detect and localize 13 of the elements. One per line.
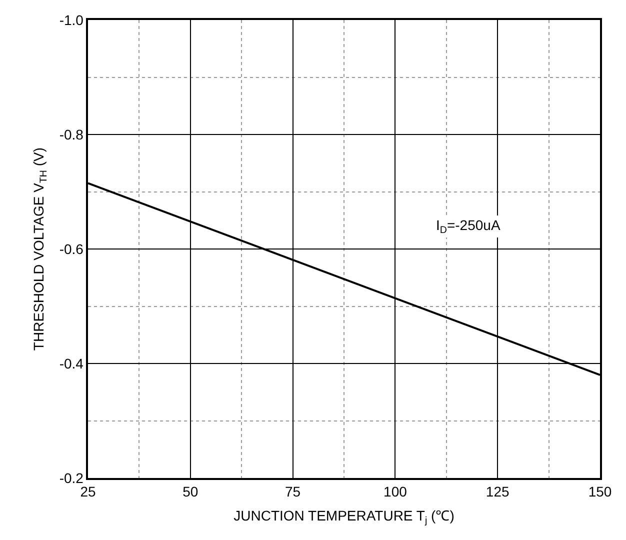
y-tick-label: -1.0 — [59, 12, 84, 28]
x-tick-label: 100 — [384, 484, 408, 500]
x-axis-title: JUNCTION TEMPERATURE T$_{j}$ (℃) — [234, 507, 454, 526]
x-tick-label: 50 — [182, 484, 198, 500]
x-tick-label: 150 — [588, 484, 612, 500]
annotation: I$_{D}$=-250uA — [436, 217, 501, 236]
y-tick-label: -0.8 — [59, 126, 84, 142]
y-tick-label: -0.4 — [59, 355, 84, 372]
x-tick-label: 25 — [80, 484, 96, 500]
y-tick-label: -0.2 — [59, 470, 84, 486]
x-tick-label: 125 — [486, 484, 510, 500]
y-tick-label: -0.6 — [59, 240, 84, 257]
x-tick-label: 75 — [285, 484, 301, 500]
